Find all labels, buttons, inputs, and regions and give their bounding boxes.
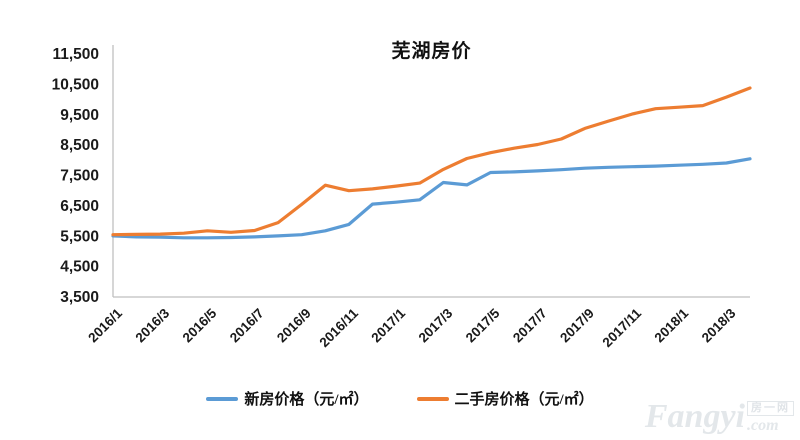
watermark-suffix: .com [747,417,779,434]
y-axis-tick-label: 5,500 [60,228,99,245]
series-line-new-home-price [111,157,752,240]
y-axis-tick-label: 7,500 [60,168,99,185]
legend-swatch-secondhand-price [416,396,449,401]
x-axis-tick-label: 2017/3 [416,305,456,345]
watermark-brand: Fangyi [644,398,745,435]
x-axis-tick-label: 2016/9 [274,306,314,346]
legend-swatch-new-home-price [206,396,239,401]
y-axis-tick-label: 9,500 [60,107,99,124]
y-axis-tick-label: 4,500 [60,259,99,276]
x-axis-tick-label: 2018/3 [699,305,739,345]
y-axis-tick-label: 11,500 [52,46,99,63]
legend-label-new-home-price: 新房价格（元/㎡） [244,392,369,408]
watermark: Fangyi 房一网 .com [645,400,794,434]
x-axis-tick-label: 2018/1 [652,305,692,345]
legend-item-secondhand-price: 二手房价格（元/㎡） [416,388,594,409]
legend-item-new-home-price: 新房价格（元/㎡） [206,388,369,409]
x-axis-tick-label: 2016/5 [180,305,220,345]
series-line-secondhand-price [111,86,752,237]
chart-legend: 新房价格（元/㎡） 二手房价格（元/㎡） [0,388,800,409]
x-axis-tick-label: 2017/5 [463,305,503,345]
legend-label-secondhand-price: 二手房价格（元/㎡） [454,392,594,408]
y-axis-tick-label: 10,500 [52,76,99,93]
x-axis-tick-label: 2017/9 [557,306,597,346]
x-axis-tick-label: 2017/11 [600,305,645,350]
x-axis-tick-label: 2016/1 [85,305,125,345]
watermark-side: 房一网 .com [747,401,794,434]
y-axis-tick-label: 8,500 [60,137,99,154]
x-axis-tick-label: 2016/11 [316,305,361,350]
x-axis-tick-label: 2016/3 [132,305,172,345]
chart-title: 芜湖房价 [391,41,472,62]
x-axis-tick-label: 2017/1 [368,305,408,345]
y-axis-tick-label: 3,500 [60,289,99,306]
x-axis-tick-label: 2016/7 [227,306,267,346]
watermark-cjk: 房一网 [747,401,794,416]
y-axis-tick-label: 6,500 [60,198,99,215]
x-axis-tick-label: 2017/7 [510,306,550,346]
